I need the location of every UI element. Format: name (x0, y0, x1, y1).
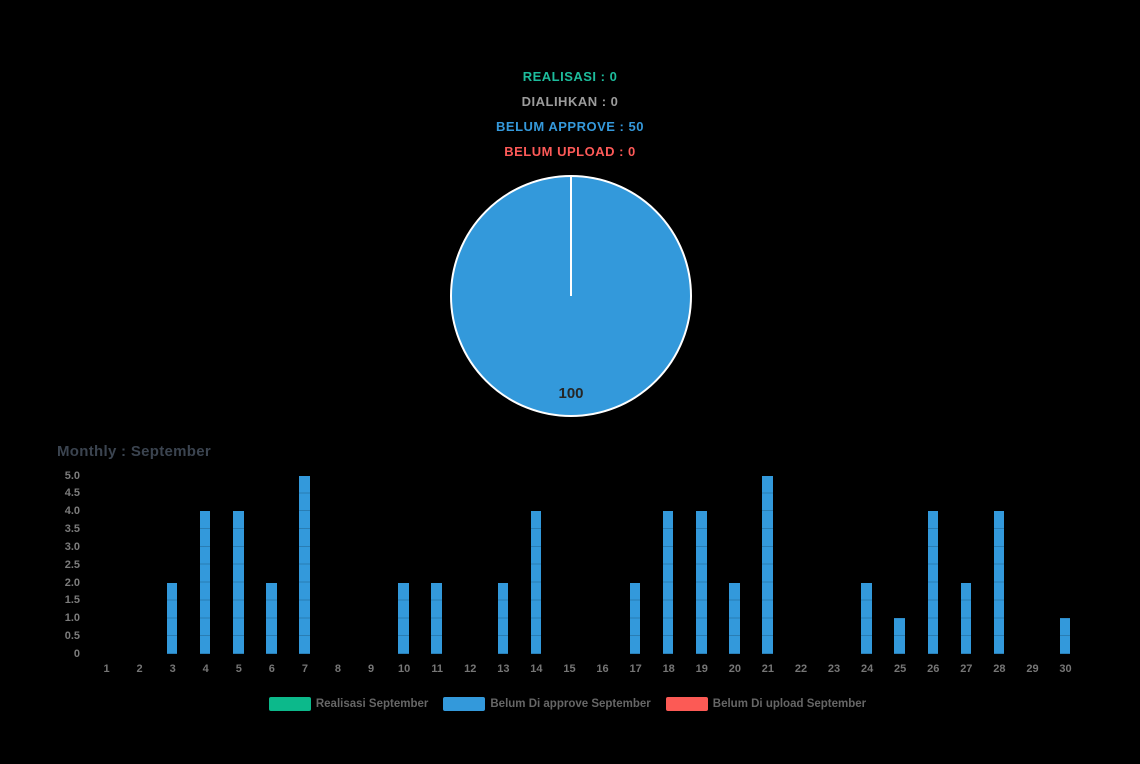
summary-line-dialihkan: DIALIHKAN : 0 (521, 94, 619, 109)
legend-label: Belum Di approve September (490, 698, 651, 710)
pie-chart: 100 (450, 175, 692, 417)
y-axis-tick-label: 1.5 (64, 594, 80, 607)
bar-day-26[interactable] (927, 511, 939, 654)
chart-legend: Realisasi September Belum Di approve Sept… (0, 697, 1140, 711)
x-axis-tick-label: 9 (367, 663, 375, 675)
x-axis-tick-label: 25 (894, 663, 907, 675)
bar-day-10[interactable] (398, 582, 409, 654)
summary-line-realisasi: REALISASI : 0 (522, 69, 618, 84)
x-axis-tick-label: 18 (662, 663, 675, 675)
bar-day-5[interactable] (233, 511, 244, 654)
y-axis-tick-label: 5.0 (64, 469, 80, 482)
y-axis-tick-label: 2.5 (64, 558, 80, 571)
bar-day-18[interactable] (662, 511, 674, 654)
summary-line-belum-approve: BELUM APPROVE : 50 (496, 119, 644, 134)
legend-swatch (665, 697, 708, 711)
x-axis-tick-label: 15 (563, 663, 576, 675)
x-axis-tick-label: 27 (960, 663, 973, 675)
x-axis-tick-label: 26 (927, 663, 940, 675)
bar-day-13[interactable] (497, 582, 509, 654)
bar-day-3[interactable] (166, 582, 178, 654)
x-axis-tick-label: 6 (268, 663, 275, 675)
bar-day-4[interactable] (199, 511, 211, 654)
x-axis-tick-label: 10 (398, 663, 411, 675)
x-axis-tick-label: 12 (464, 663, 477, 675)
summary-line-belum-upload: BELUM UPLOAD : 0 (504, 144, 636, 159)
y-axis-tick-label: 3.0 (64, 540, 80, 553)
y-axis-tick-label: 0 (73, 648, 80, 660)
bar-day-14[interactable] (530, 511, 542, 654)
bar-day-7[interactable] (299, 475, 310, 654)
legend-label: Belum Di upload September (712, 698, 867, 710)
x-axis-tick-label: 22 (794, 663, 808, 675)
y-axis-tick-label: 3.5 (64, 523, 80, 536)
legend-item[interactable]: Belum Di upload September (665, 697, 871, 711)
bar-day-11[interactable] (431, 582, 442, 654)
y-axis-tick-label: 4.5 (64, 487, 80, 500)
y-axis-tick-label: 4.0 (64, 505, 80, 518)
bar-day-30[interactable] (1059, 618, 1071, 654)
x-axis-tick-label: 5 (235, 663, 242, 675)
y-axis-tick-label: 0.5 (64, 630, 80, 643)
x-axis-tick-label: 4 (202, 663, 209, 675)
x-axis-tick-label: 11 (431, 663, 443, 675)
bar-day-20[interactable] (729, 582, 740, 654)
x-axis-tick-label: 19 (695, 663, 708, 675)
x-axis-tick-label: 17 (629, 663, 642, 675)
bar-day-24[interactable] (861, 582, 872, 654)
bar-day-27[interactable] (960, 582, 972, 654)
legend-swatch (443, 697, 486, 711)
bar-day-19[interactable] (696, 511, 707, 654)
x-axis-tick-label: 7 (301, 663, 308, 675)
bar-day-6[interactable] (266, 582, 277, 654)
pie-value-label: 100 (558, 385, 583, 402)
legend-label: Realisasi September (315, 698, 429, 710)
y-axis-tick-label: 1.0 (64, 612, 80, 625)
x-axis-tick-label: 29 (1026, 663, 1039, 675)
x-axis-tick-label: 1 (103, 663, 110, 675)
bar-chart-title: Monthly : September (57, 443, 212, 460)
bar-day-17[interactable] (629, 582, 641, 654)
x-axis-tick-label: 14 (530, 663, 543, 675)
bar-day-28[interactable] (993, 511, 1005, 654)
x-axis-tick-label: 21 (761, 663, 775, 675)
y-axis-tick-label: 2.0 (64, 576, 80, 589)
bar-day-21[interactable] (762, 475, 773, 654)
x-axis-tick-label: 28 (993, 663, 1006, 675)
x-axis-tick-label: 13 (497, 663, 510, 675)
x-axis-tick-label: 2 (136, 663, 143, 675)
bar-day-25[interactable] (894, 618, 905, 654)
legend-swatch (268, 697, 311, 711)
legend-item[interactable]: Belum Di approve September (443, 697, 655, 711)
legend-item[interactable]: Realisasi September (268, 697, 434, 711)
x-axis-tick-label: 8 (334, 663, 342, 675)
x-axis-tick-label: 24 (860, 663, 874, 675)
x-axis-tick-label: 23 (827, 663, 841, 675)
x-axis-tick-label: 30 (1059, 663, 1072, 675)
x-axis-tick-label: 16 (596, 663, 609, 675)
summary-block: REALISASI : 0 DIALIHKAN : 0 BELUM APPROV… (0, 64, 1140, 164)
x-axis-tick-label: 20 (728, 663, 741, 675)
x-axis-tick-label: 3 (169, 663, 176, 675)
